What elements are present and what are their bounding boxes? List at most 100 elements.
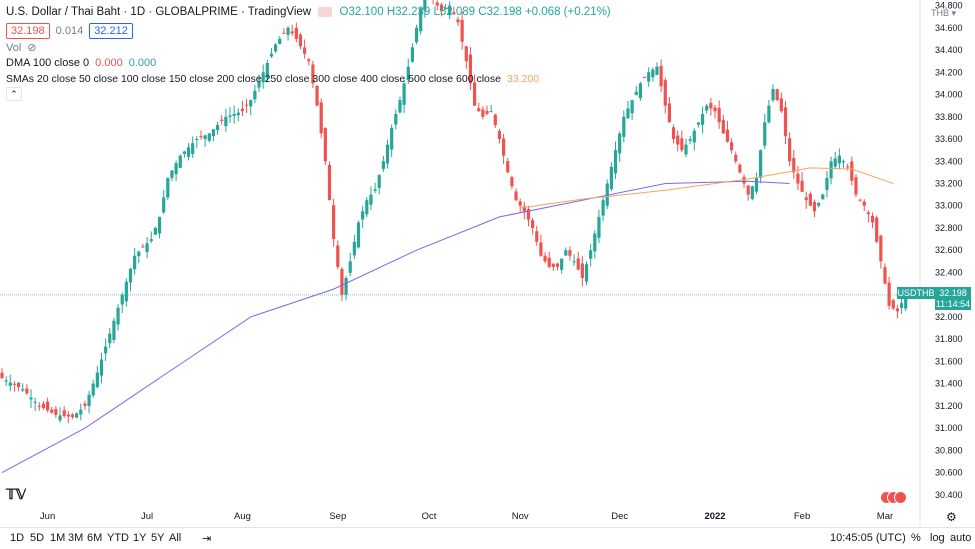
currency-label[interactable]: THB ▾	[931, 8, 957, 18]
range-1y[interactable]: 1Y	[133, 532, 147, 544]
auto-toggle[interactable]: auto	[950, 532, 972, 544]
candle-body	[195, 139, 199, 141]
candle-body	[361, 211, 365, 220]
candle-body	[356, 222, 361, 248]
candle-body	[410, 47, 414, 62]
settings-gear-icon[interactable]: ⚙	[946, 510, 957, 524]
candle-body	[452, 12, 456, 14]
range-3m[interactable]: 3M	[68, 532, 84, 544]
candle-body	[232, 113, 236, 116]
collapse-legend-icon[interactable]: ⌃	[6, 87, 22, 101]
candle-body	[332, 205, 336, 240]
candle-body	[767, 105, 771, 123]
log-toggle[interactable]: log	[930, 532, 945, 544]
x-tick-label: Jun	[40, 511, 55, 522]
candle-body	[481, 109, 485, 117]
candle-body	[182, 151, 186, 155]
dma-legend: DMA 100 close 0 0.000 0.000	[6, 57, 156, 69]
candle-body	[269, 53, 274, 57]
range-ytd[interactable]: YTD	[107, 532, 129, 544]
candle-body	[303, 47, 307, 54]
candle-body	[128, 268, 133, 283]
candle-body	[79, 409, 83, 415]
dma-label: DMA 100 close 0	[6, 57, 90, 69]
x-tick-label: Feb	[794, 511, 810, 522]
candle-body	[808, 193, 812, 206]
y-tick-label: 31.400	[935, 379, 963, 389]
percent-toggle[interactable]: %	[911, 532, 921, 544]
candle-body	[850, 161, 854, 181]
candle-body	[709, 102, 713, 109]
candle-body	[634, 91, 638, 96]
clock-time[interactable]: 10:45:05 (UTC)	[830, 532, 906, 544]
candle-body	[145, 243, 149, 253]
candle-body	[377, 175, 381, 188]
candle-body	[866, 212, 870, 215]
range-all[interactable]: All	[169, 532, 182, 544]
candle-body	[717, 107, 721, 123]
candle-body	[547, 257, 551, 267]
sma-legend: SMAs 20 close 50 close 100 close 150 clo…	[6, 73, 539, 85]
candle-body	[21, 389, 25, 391]
bid-button[interactable]: 32.198	[6, 23, 50, 39]
candle-body	[290, 31, 294, 34]
candle-body	[141, 246, 145, 248]
candle-body	[406, 66, 410, 81]
candle-body	[833, 158, 837, 167]
candle-body	[526, 209, 531, 220]
candle-body	[792, 157, 796, 173]
y-tick-label: 33.600	[935, 134, 963, 144]
candle-body	[91, 383, 95, 396]
candle-body	[837, 155, 841, 164]
price-chart[interactable]: 30.400 30.600 30.800 31.000 31.200 31.400 31.6…	[0, 0, 975, 527]
candle-body	[178, 155, 182, 168]
candle-body	[696, 122, 701, 125]
bid-ask-row: 32.198 0.014 32.212	[6, 23, 133, 39]
candle-body	[829, 161, 833, 179]
candle-body	[539, 242, 543, 256]
candle-body	[435, 2, 439, 6]
candle-body	[4, 380, 8, 382]
candle-body	[522, 206, 526, 212]
candle-body	[236, 112, 240, 116]
ask-button[interactable]: 32.212	[89, 23, 133, 39]
candle-body	[655, 66, 659, 75]
candle-body	[730, 142, 734, 151]
candle-body	[336, 245, 340, 267]
range-5d[interactable]: 5D	[30, 532, 45, 544]
candle-body	[174, 163, 178, 175]
ma-blue-line	[1, 180, 790, 474]
candle-body	[249, 100, 253, 107]
candle-body	[369, 194, 373, 205]
candle-body	[742, 176, 746, 184]
candle-body	[402, 83, 406, 105]
candle-body	[506, 161, 510, 173]
events-flag-icon[interactable]	[880, 491, 907, 507]
range-1d[interactable]: 1D	[10, 532, 25, 544]
volume-legend: Vol ⊘	[6, 41, 37, 55]
candle-body	[899, 303, 904, 308]
candle-body	[817, 202, 821, 206]
eye-off-icon[interactable]: ⊘	[27, 42, 37, 54]
candle-body	[804, 197, 808, 201]
candle-body	[564, 250, 568, 256]
candle-body	[700, 113, 705, 125]
dma-value-2: 0.000	[128, 57, 157, 69]
candle-body	[294, 27, 298, 39]
date-range-icon[interactable]: ⇥	[202, 533, 212, 545]
candle-body	[50, 409, 54, 413]
range-5y[interactable]: 5Y	[151, 532, 165, 544]
spread-value: 0.014	[55, 25, 84, 37]
candle-body	[609, 166, 613, 189]
y-tick-label: 34.000	[935, 90, 963, 100]
candle-body	[759, 150, 763, 178]
y-tick-label: 34.800	[935, 1, 963, 11]
candle-body	[311, 64, 315, 84]
range-6m[interactable]: 6M	[87, 532, 103, 544]
candle-body	[688, 139, 692, 141]
range-1m[interactable]: 1M	[50, 532, 66, 544]
candle-body	[344, 278, 348, 295]
candle-body	[257, 81, 261, 88]
candle-body	[725, 129, 730, 142]
candle-body	[228, 115, 232, 117]
